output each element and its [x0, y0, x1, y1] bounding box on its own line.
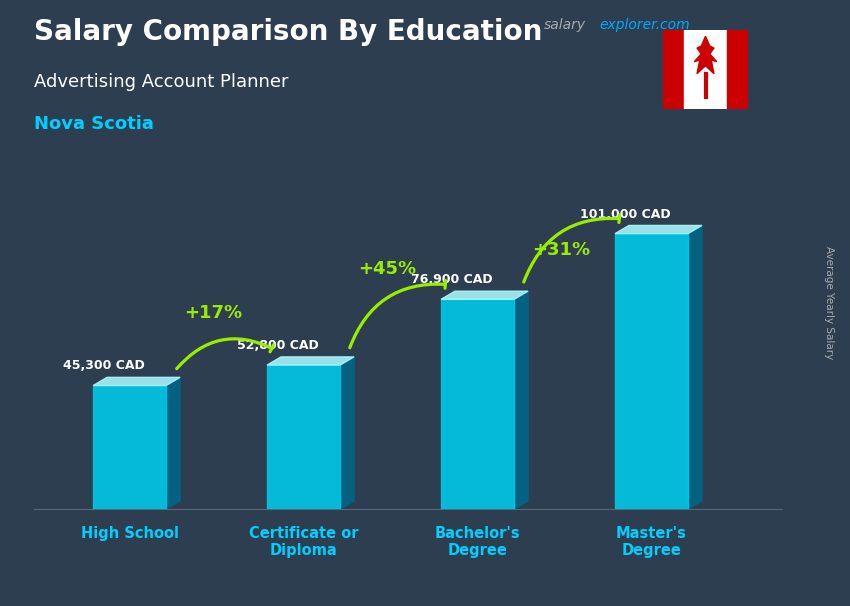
- Bar: [684, 30, 727, 109]
- Polygon shape: [514, 291, 528, 509]
- Text: explorer.com: explorer.com: [599, 18, 690, 32]
- Polygon shape: [688, 225, 702, 509]
- Text: Nova Scotia: Nova Scotia: [34, 115, 154, 133]
- Text: 76,900 CAD: 76,900 CAD: [411, 273, 492, 286]
- Bar: [727, 30, 748, 109]
- Text: Average Yearly Salary: Average Yearly Salary: [824, 247, 834, 359]
- Text: 45,300 CAD: 45,300 CAD: [63, 359, 144, 373]
- Text: 101,000 CAD: 101,000 CAD: [581, 207, 671, 221]
- Text: salary: salary: [544, 18, 586, 32]
- Text: Advertising Account Planner: Advertising Account Planner: [34, 73, 288, 91]
- Bar: [663, 30, 684, 109]
- Text: +31%: +31%: [532, 241, 590, 259]
- Text: +17%: +17%: [184, 304, 242, 322]
- Polygon shape: [94, 378, 180, 385]
- Polygon shape: [267, 357, 354, 365]
- Polygon shape: [340, 357, 354, 509]
- Text: Salary Comparison By Education: Salary Comparison By Education: [34, 18, 542, 46]
- Bar: [267, 365, 340, 509]
- Text: +45%: +45%: [358, 260, 416, 278]
- Bar: [441, 299, 514, 509]
- Bar: [94, 385, 167, 509]
- Bar: [615, 233, 688, 509]
- Text: 52,800 CAD: 52,800 CAD: [236, 339, 319, 352]
- Polygon shape: [615, 225, 702, 233]
- Polygon shape: [167, 378, 180, 509]
- Polygon shape: [441, 291, 528, 299]
- Polygon shape: [694, 36, 717, 74]
